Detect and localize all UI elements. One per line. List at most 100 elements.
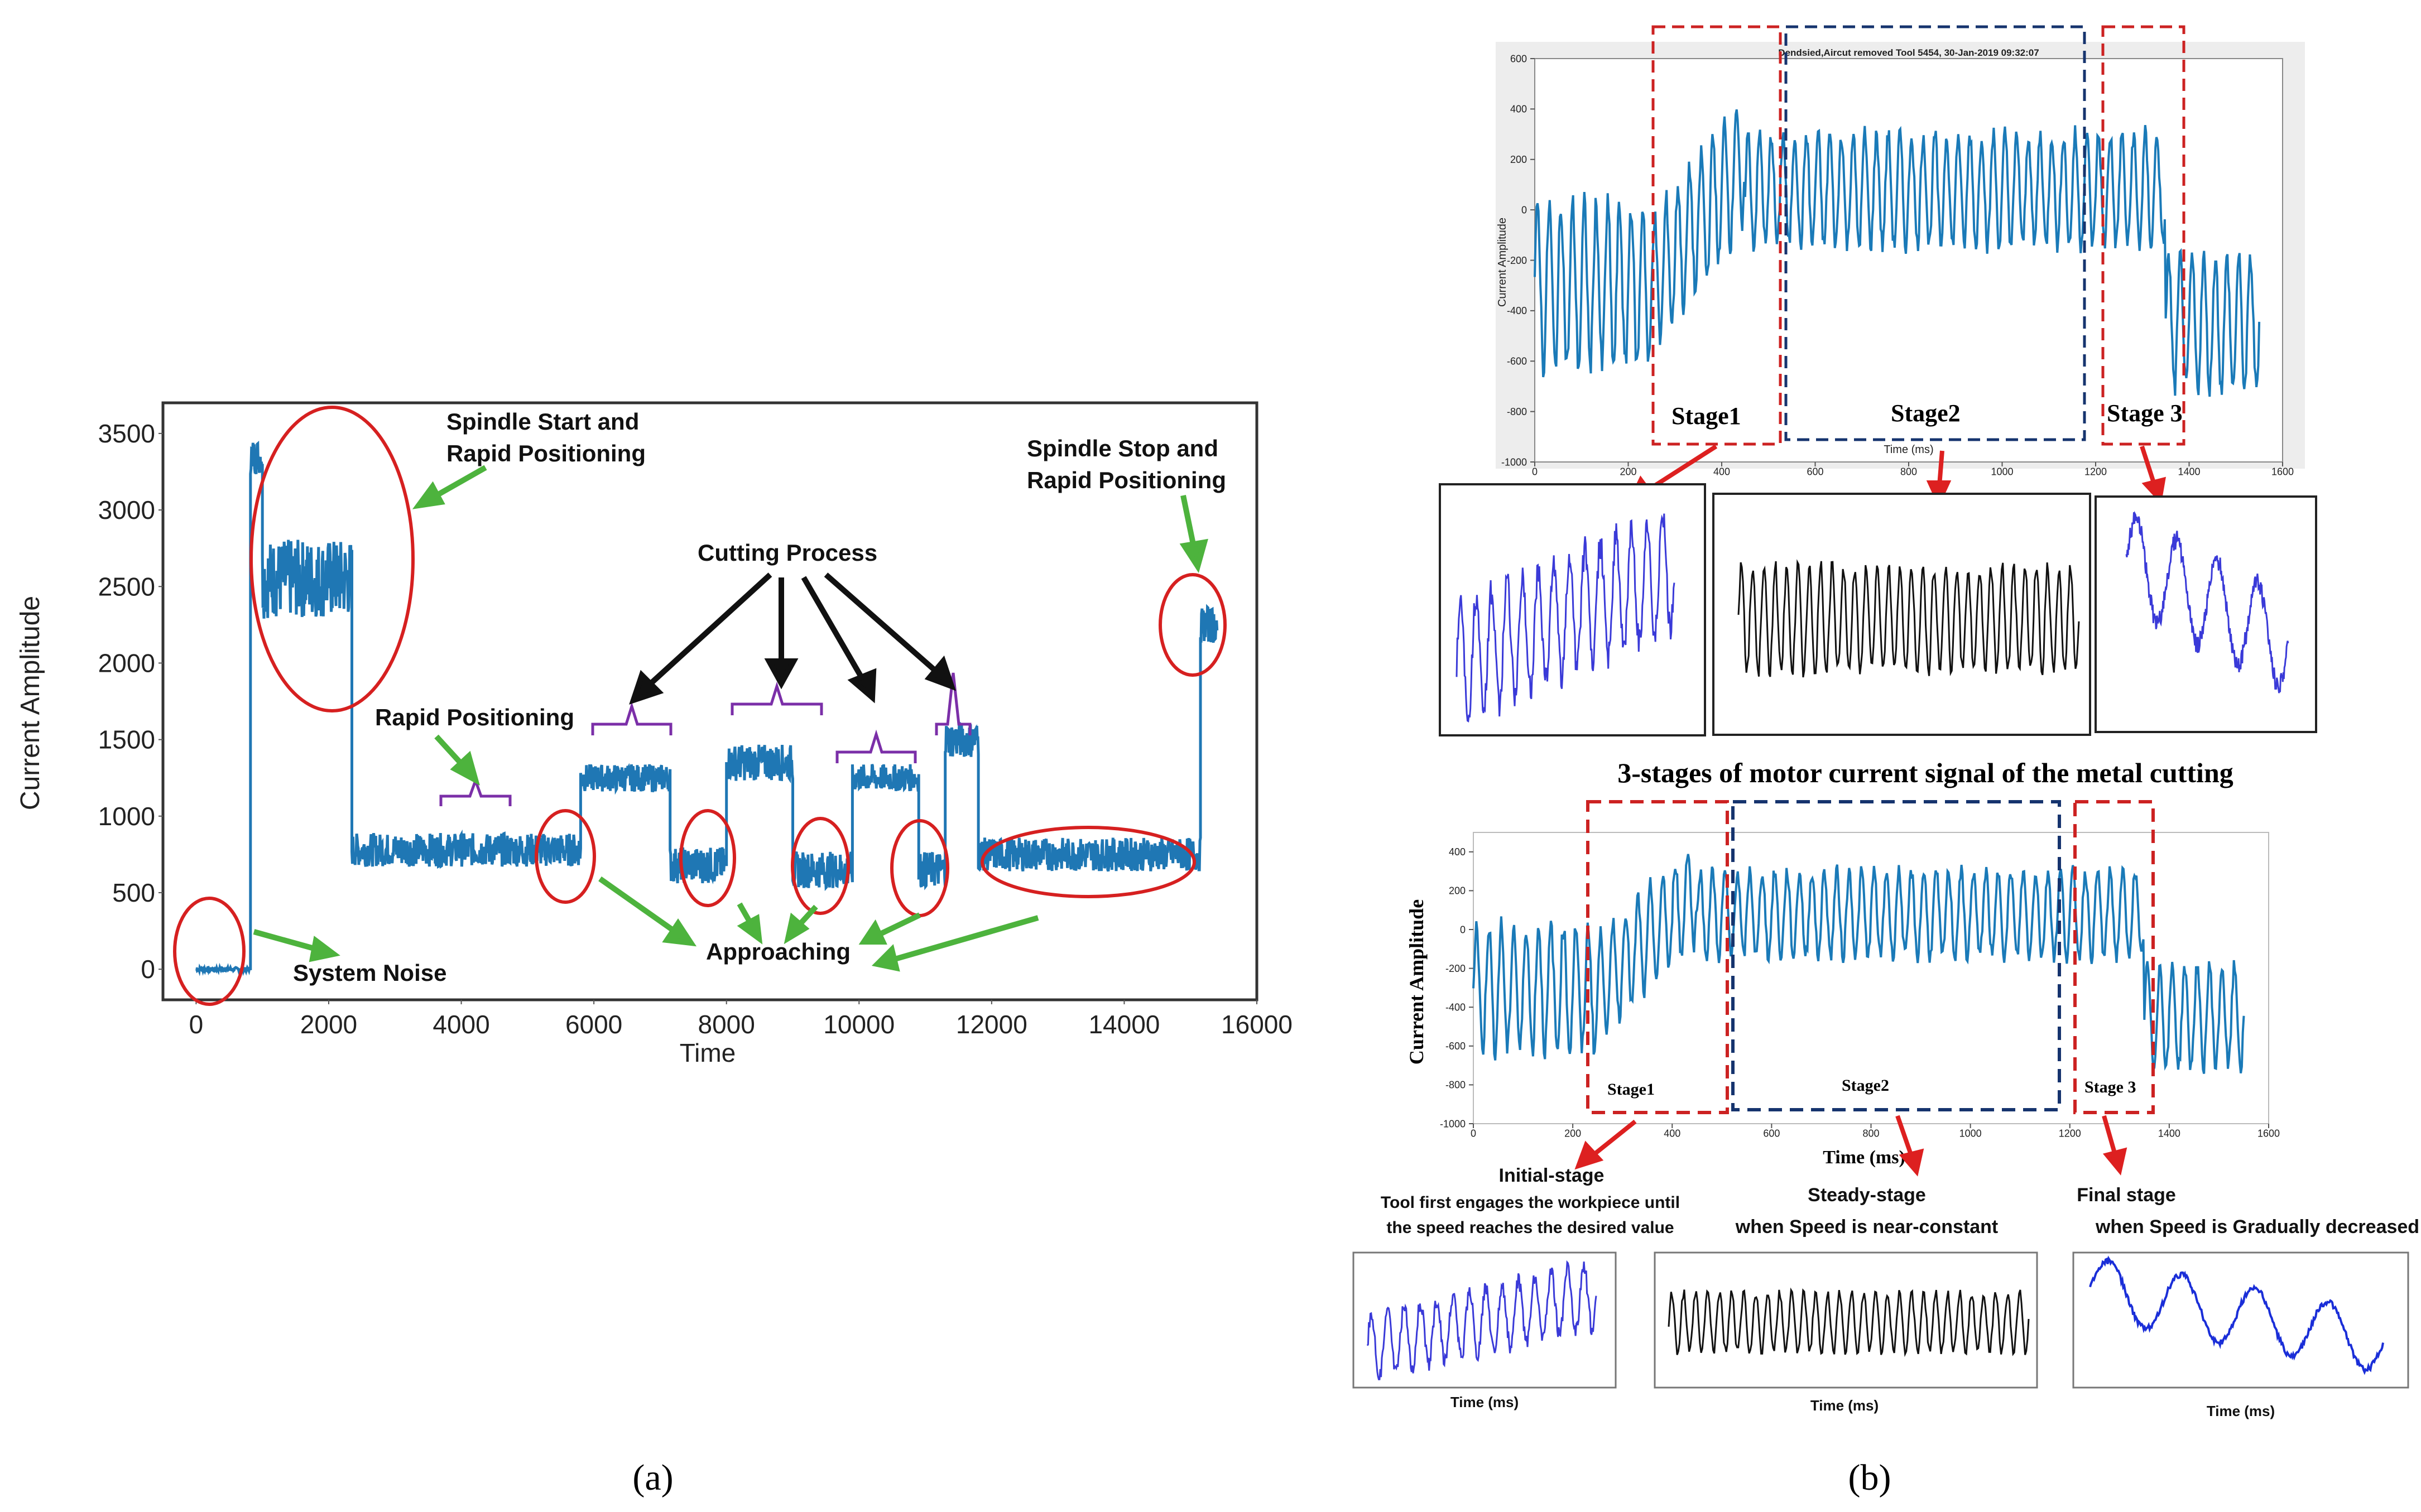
y-tick-label: -800 [1445, 1080, 1466, 1091]
stage3-subplot-top-line [2125, 511, 2289, 694]
arrowhead-cut-3 [847, 668, 877, 704]
arrow-spindle-stop [1180, 494, 1197, 551]
x-tick-label: 600 [1807, 466, 1823, 477]
x-tick-label: 600 [1763, 1128, 1780, 1139]
panel-b-top-subplots [1439, 483, 2317, 736]
arrowhead-rapid [450, 750, 480, 786]
panel-b-bottom-y-label: Current Amplitude [1405, 899, 1428, 1065]
y-tick-label: -200 [1507, 255, 1527, 266]
stage2-arrow-bottom [1895, 1115, 1914, 1157]
stage1-box-top [1651, 25, 1782, 446]
x-tick-label: 1600 [2271, 466, 2294, 477]
panel-b-top-x-ticks: 0 200 400 600 800 1000 1200 1400 1600 [1532, 462, 2294, 477]
panel-b-top-y-label: Current Amplitude [1496, 218, 1509, 307]
panel-a-x-label: Time [680, 1038, 736, 1067]
panel-b-top-x-label: Time (ms) [1884, 444, 1933, 456]
arrowhead-cut-1 [629, 670, 664, 705]
panel-a-x-ticks: 0 2000 4000 6000 8000 10000 12000 14000 16000 [189, 1000, 1293, 1039]
y-tick-label: 1000 [98, 802, 155, 831]
arrowhead-cut-2 [764, 658, 799, 690]
stage-arrows-bottom [1574, 1115, 2127, 1177]
panel-b-top-signal-line [1534, 109, 2261, 397]
arrow-cut-1 [642, 572, 772, 691]
panel-b-heading: 3-stages of motor current signal of the … [1617, 757, 2233, 788]
y-tick-label: 0 [1460, 924, 1466, 935]
stage2-subplot-bottom-line [1668, 1287, 2030, 1357]
arrow-cut-4 [824, 572, 943, 677]
stage2-subplot-bottom [1654, 1251, 2038, 1389]
panel-b-bottom-subplots: Time (ms) Time (ms) Time (ms) [1352, 1251, 2409, 1419]
circle-system-noise [173, 897, 246, 1006]
stage1-label-bottom: Stage1 [1607, 1080, 1655, 1099]
y-tick-label: 2000 [98, 649, 155, 678]
y-tick-label: 400 [1510, 104, 1527, 115]
panel-b-bottom-y-ticks: -1000 -800 -600 -400 -200 0 200 400 [1440, 846, 1473, 1129]
stage2-label-bottom: Stage2 [1842, 1076, 1889, 1095]
caption-steady-title: Steady-stage [1808, 1184, 1926, 1206]
x-tick-label: 16000 [1221, 1010, 1293, 1039]
x-tick-label: 1000 [1991, 466, 2013, 477]
y-tick-label: 200 [1510, 154, 1527, 165]
panel-b-top-title: Dendsied,Aircut removed Tool 5454, 30-Ja… [1778, 47, 2039, 58]
panel-a-frame [161, 401, 1258, 1001]
x-tick-label: 6000 [565, 1010, 622, 1039]
circle-approach-5 [981, 826, 1196, 898]
stage3-arrowhead-bottom [2102, 1147, 2127, 1176]
arrow-cut-3 [801, 576, 868, 685]
panel-b-bottom-x-ticks: 0 200 400 600 800 1000 1200 1400 1600 [1471, 1124, 2280, 1139]
stage2-box-top [1784, 25, 2086, 441]
stage3-subplot-bottom [2072, 1251, 2409, 1389]
panel-a-signal-line [195, 440, 1219, 976]
y-tick-label: -800 [1507, 406, 1527, 417]
caption-final-title: Final stage [2077, 1184, 2176, 1206]
stage2-subplot-top-line [1737, 559, 2080, 678]
caption-final-line1: when Speed is Gradually decreased [2095, 1216, 2419, 1237]
stage2-box-bottom [1731, 800, 2061, 1111]
ann-cutting-process: Cutting Process [698, 540, 877, 566]
stage3-box-top [2101, 25, 2185, 446]
x-tick-label: 10000 [823, 1010, 895, 1039]
x-tick-label: 1400 [2158, 1128, 2180, 1139]
x-tick-label: 4000 [433, 1010, 489, 1039]
x-tick-label: 1400 [2178, 466, 2200, 477]
ann-spindle-stop-2: Rapid Positioning [1027, 467, 1226, 493]
stage1-subplot-top-line [1456, 513, 1675, 723]
arrowhead-approach-1 [662, 918, 697, 947]
panel-b-top-chart: Dendsied,Aircut removed Tool 5454, 30-Ja… [1496, 25, 2305, 508]
brace-cut-4 [935, 672, 972, 735]
y-tick-label: 0 [141, 955, 155, 984]
brace-rapid [439, 776, 512, 806]
x-tick-label: 8000 [698, 1010, 755, 1039]
panel-b-bottom-signal-line [1472, 854, 2245, 1074]
y-tick-label: -600 [1507, 356, 1527, 367]
y-tick-label: 1500 [98, 725, 155, 754]
brace-cut-1 [591, 701, 672, 735]
x-tick-label: 200 [1564, 1128, 1581, 1139]
ann-spindle-start-1: Spindle Start and [446, 408, 639, 435]
y-tick-label: -1000 [1501, 456, 1527, 468]
brace-cut-2 [731, 681, 823, 715]
stage2-arrowhead-bottom [1899, 1148, 1924, 1177]
panel-b-bottom-x-label: Time (ms) [1823, 1147, 1905, 1168]
stage1-arrow-bottom [1592, 1119, 1637, 1157]
arrowhead-approach-5 [871, 944, 900, 972]
stage1-subplot-bottom [1352, 1251, 1617, 1389]
y-tick-label: 600 [1510, 53, 1527, 64]
y-tick-label: -1000 [1440, 1118, 1466, 1129]
y-tick-label: 200 [1449, 885, 1466, 897]
ann-spindle-stop-1: Spindle Stop and [1027, 435, 1218, 461]
stage3-arrowhead-top [2141, 476, 2166, 504]
x-tick-label: 800 [1862, 1128, 1879, 1139]
x-tick-label: 1200 [2059, 1128, 2081, 1139]
x-tick-label: 2000 [300, 1010, 357, 1039]
y-tick-label: 3500 [98, 419, 155, 448]
caption-steady-line1: when Speed is near-constant [1735, 1216, 1998, 1237]
panel-a-y-label: Current Amplitude [16, 596, 45, 810]
arrowhead-cut-4 [924, 655, 957, 691]
caption-initial-line1: Tool first engages the workpiece until [1381, 1193, 1680, 1212]
y-tick-label: 3000 [98, 495, 155, 524]
stage1-arrowhead-bottom [1574, 1140, 1604, 1170]
circle-approach-2 [679, 809, 736, 907]
panel-a-green-arrows [253, 465, 1208, 972]
